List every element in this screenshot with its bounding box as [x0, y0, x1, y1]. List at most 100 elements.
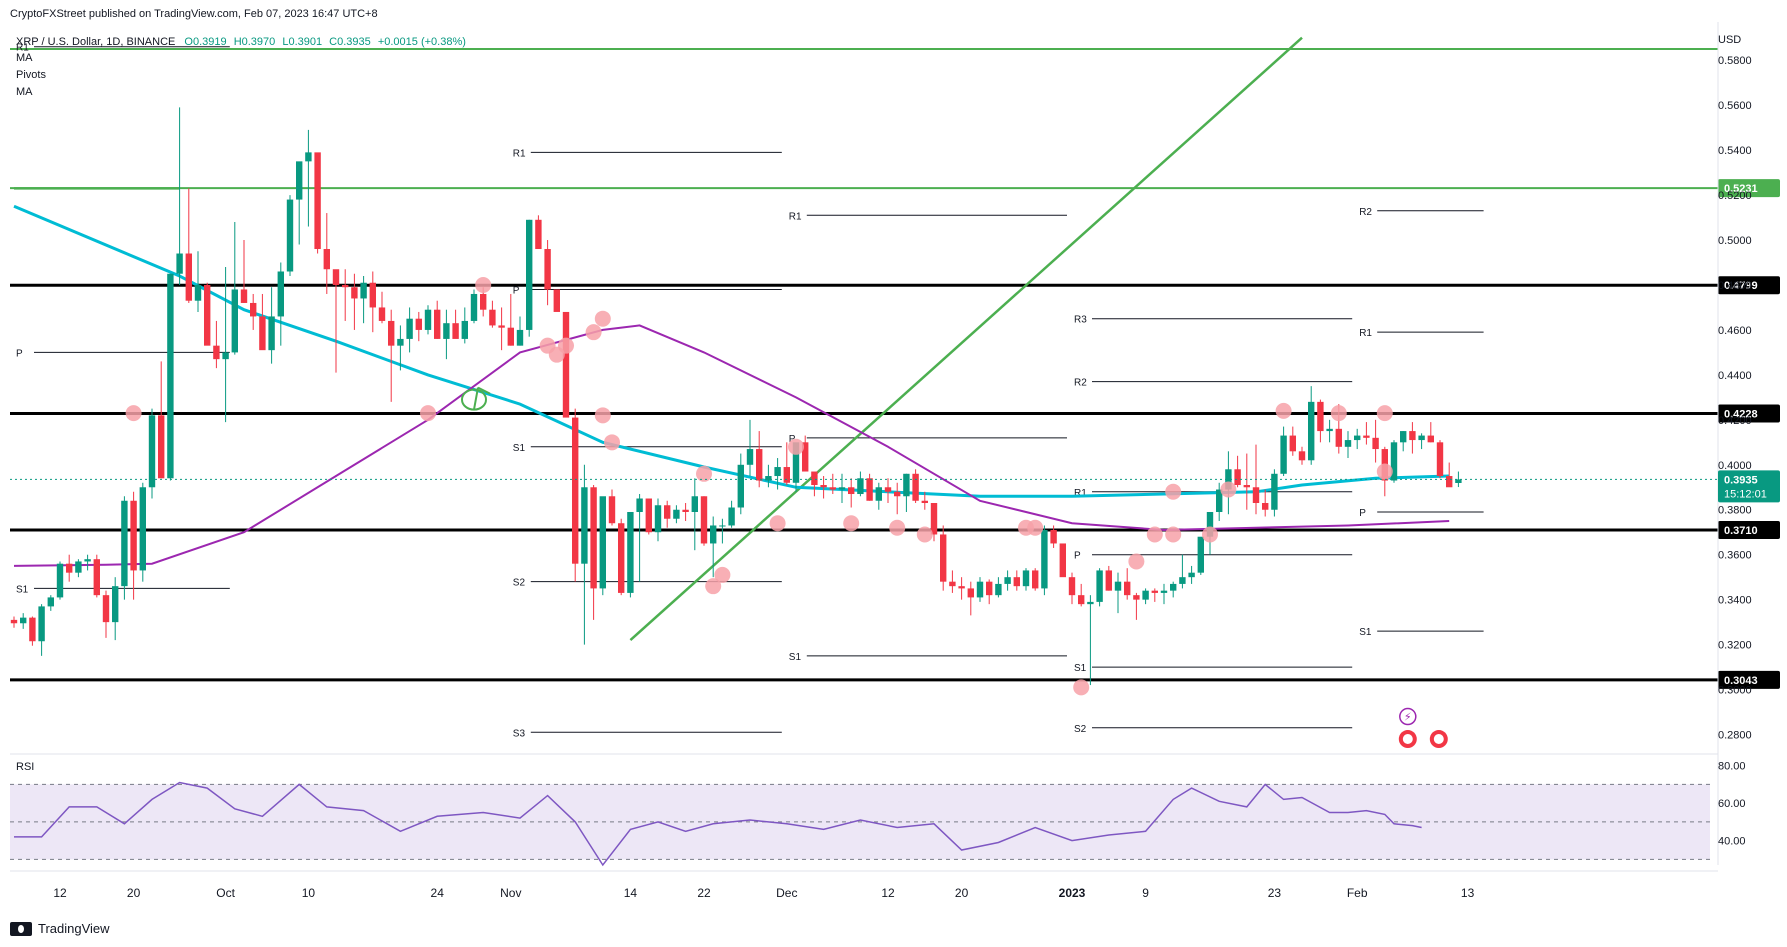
candle-body [884, 487, 892, 492]
event-icons: ⚡ [1398, 707, 1448, 749]
indicator-label-ma[interactable]: MA [16, 52, 33, 64]
candle-body [1372, 437, 1379, 450]
time-tick-label: 12 [53, 886, 67, 900]
candle-body [783, 467, 790, 483]
touch-marker [604, 434, 620, 451]
price-tick-label: 0.2800 [1718, 730, 1752, 742]
candle-body [167, 273, 174, 479]
rsi-pane: RSI 40.00 60.00 80.00 [10, 761, 1746, 867]
candle-body [1427, 435, 1434, 443]
touch-marker [420, 405, 436, 422]
candle-body [995, 583, 1002, 596]
candle-body [1446, 476, 1453, 488]
pivot-label: R1 [16, 43, 29, 54]
us-flag-icon-inner [1402, 734, 1413, 745]
pivot-label: R2 [1359, 207, 1372, 218]
time-tick-label: 14 [624, 886, 638, 900]
candle-body [1280, 435, 1287, 474]
pivot-label: S2 [513, 578, 526, 589]
candles [10, 107, 1462, 686]
time-tick-label: Feb [1347, 886, 1368, 900]
candle-body [1179, 577, 1186, 584]
time-tick-label: 2023 [1059, 886, 1086, 900]
candle-body [397, 338, 404, 346]
candle-body [1335, 428, 1342, 447]
candle-body [84, 559, 91, 562]
level-tag [1718, 179, 1780, 198]
indicator-label-ma-2[interactable]: MA [16, 86, 33, 98]
candle-body [10, 619, 18, 624]
candle-body [710, 525, 717, 544]
touch-marker [1202, 526, 1218, 543]
pivot-label: P [1074, 551, 1081, 562]
tradingview-footer[interactable]: TradingView [10, 921, 110, 936]
pivot-label: S1 [789, 652, 802, 663]
price-tick-label: 0.4600 [1718, 325, 1752, 337]
candle-body [268, 316, 275, 351]
candle-body [1298, 451, 1306, 461]
price-tick-label: 0.5400 [1718, 145, 1752, 157]
touch-marker [1073, 679, 1090, 696]
touch-marker [705, 578, 722, 595]
time-tick-label: 24 [431, 886, 445, 900]
candle-body [507, 327, 514, 346]
time-tick-label: 23 [1268, 886, 1282, 900]
time-tick-label: 13 [1461, 886, 1475, 900]
candle-body [1096, 570, 1103, 602]
candle-body [121, 500, 128, 587]
rsi-tick-label: 80.00 [1718, 761, 1746, 773]
candle-body [1206, 511, 1214, 537]
candle-body [130, 500, 137, 571]
touch-marker [594, 407, 611, 424]
touch-marker [1275, 402, 1292, 419]
candle-body [1170, 583, 1177, 591]
candle-body [1032, 570, 1039, 589]
candle-body [240, 289, 248, 303]
ohlc-high: H0.3970 [233, 36, 276, 48]
candle-body [1455, 479, 1462, 483]
candle-body [820, 485, 827, 488]
candle-body [259, 316, 266, 351]
candle-body [388, 320, 395, 346]
touch-marker [1376, 405, 1393, 422]
level-tag [1718, 520, 1780, 539]
touch-marker [788, 438, 804, 455]
touch-marker [1165, 483, 1182, 500]
level-tag-label: 0.5231 [1724, 183, 1758, 195]
indicator-label-pivots[interactable]: Pivots [16, 69, 46, 81]
candle-body [1059, 543, 1066, 578]
level-tag-label: 0.4799 [1724, 280, 1758, 292]
candle-body [599, 496, 606, 589]
ohlc-close: C0.3935 [329, 36, 371, 48]
candle-body [222, 352, 229, 360]
touch-marker [1128, 553, 1145, 570]
level-tag-label: 0.4228 [1724, 409, 1758, 421]
candle-body [1013, 577, 1020, 587]
candle-body [148, 415, 156, 488]
candle-body [323, 249, 330, 270]
rsi-tick-label: 60.00 [1718, 798, 1746, 810]
candle-body [930, 503, 938, 535]
candle-body [894, 491, 901, 497]
pivot-label: R1 [1359, 328, 1372, 339]
candle-body [332, 269, 340, 285]
candle-body [673, 509, 680, 519]
us-flag-icon-inner [1433, 734, 1444, 745]
candle-body [194, 284, 202, 301]
candle-body [1087, 601, 1094, 605]
price-tick-label: 0.3200 [1718, 640, 1752, 652]
candle-body [1188, 572, 1195, 578]
candle-body [903, 473, 910, 497]
trendlines [14, 36, 1303, 642]
candle-body [958, 586, 965, 589]
candle-body [185, 253, 192, 301]
candle-body [434, 309, 441, 339]
pivot-label: P [1359, 508, 1366, 519]
candle-body [535, 219, 542, 250]
price-axis-unit: USD [1718, 34, 1741, 46]
time-tick-label: 12 [881, 886, 895, 900]
price-tick-label: 0.5200 [1718, 190, 1752, 202]
candle-body [581, 487, 588, 564]
candle-body [66, 563, 73, 573]
